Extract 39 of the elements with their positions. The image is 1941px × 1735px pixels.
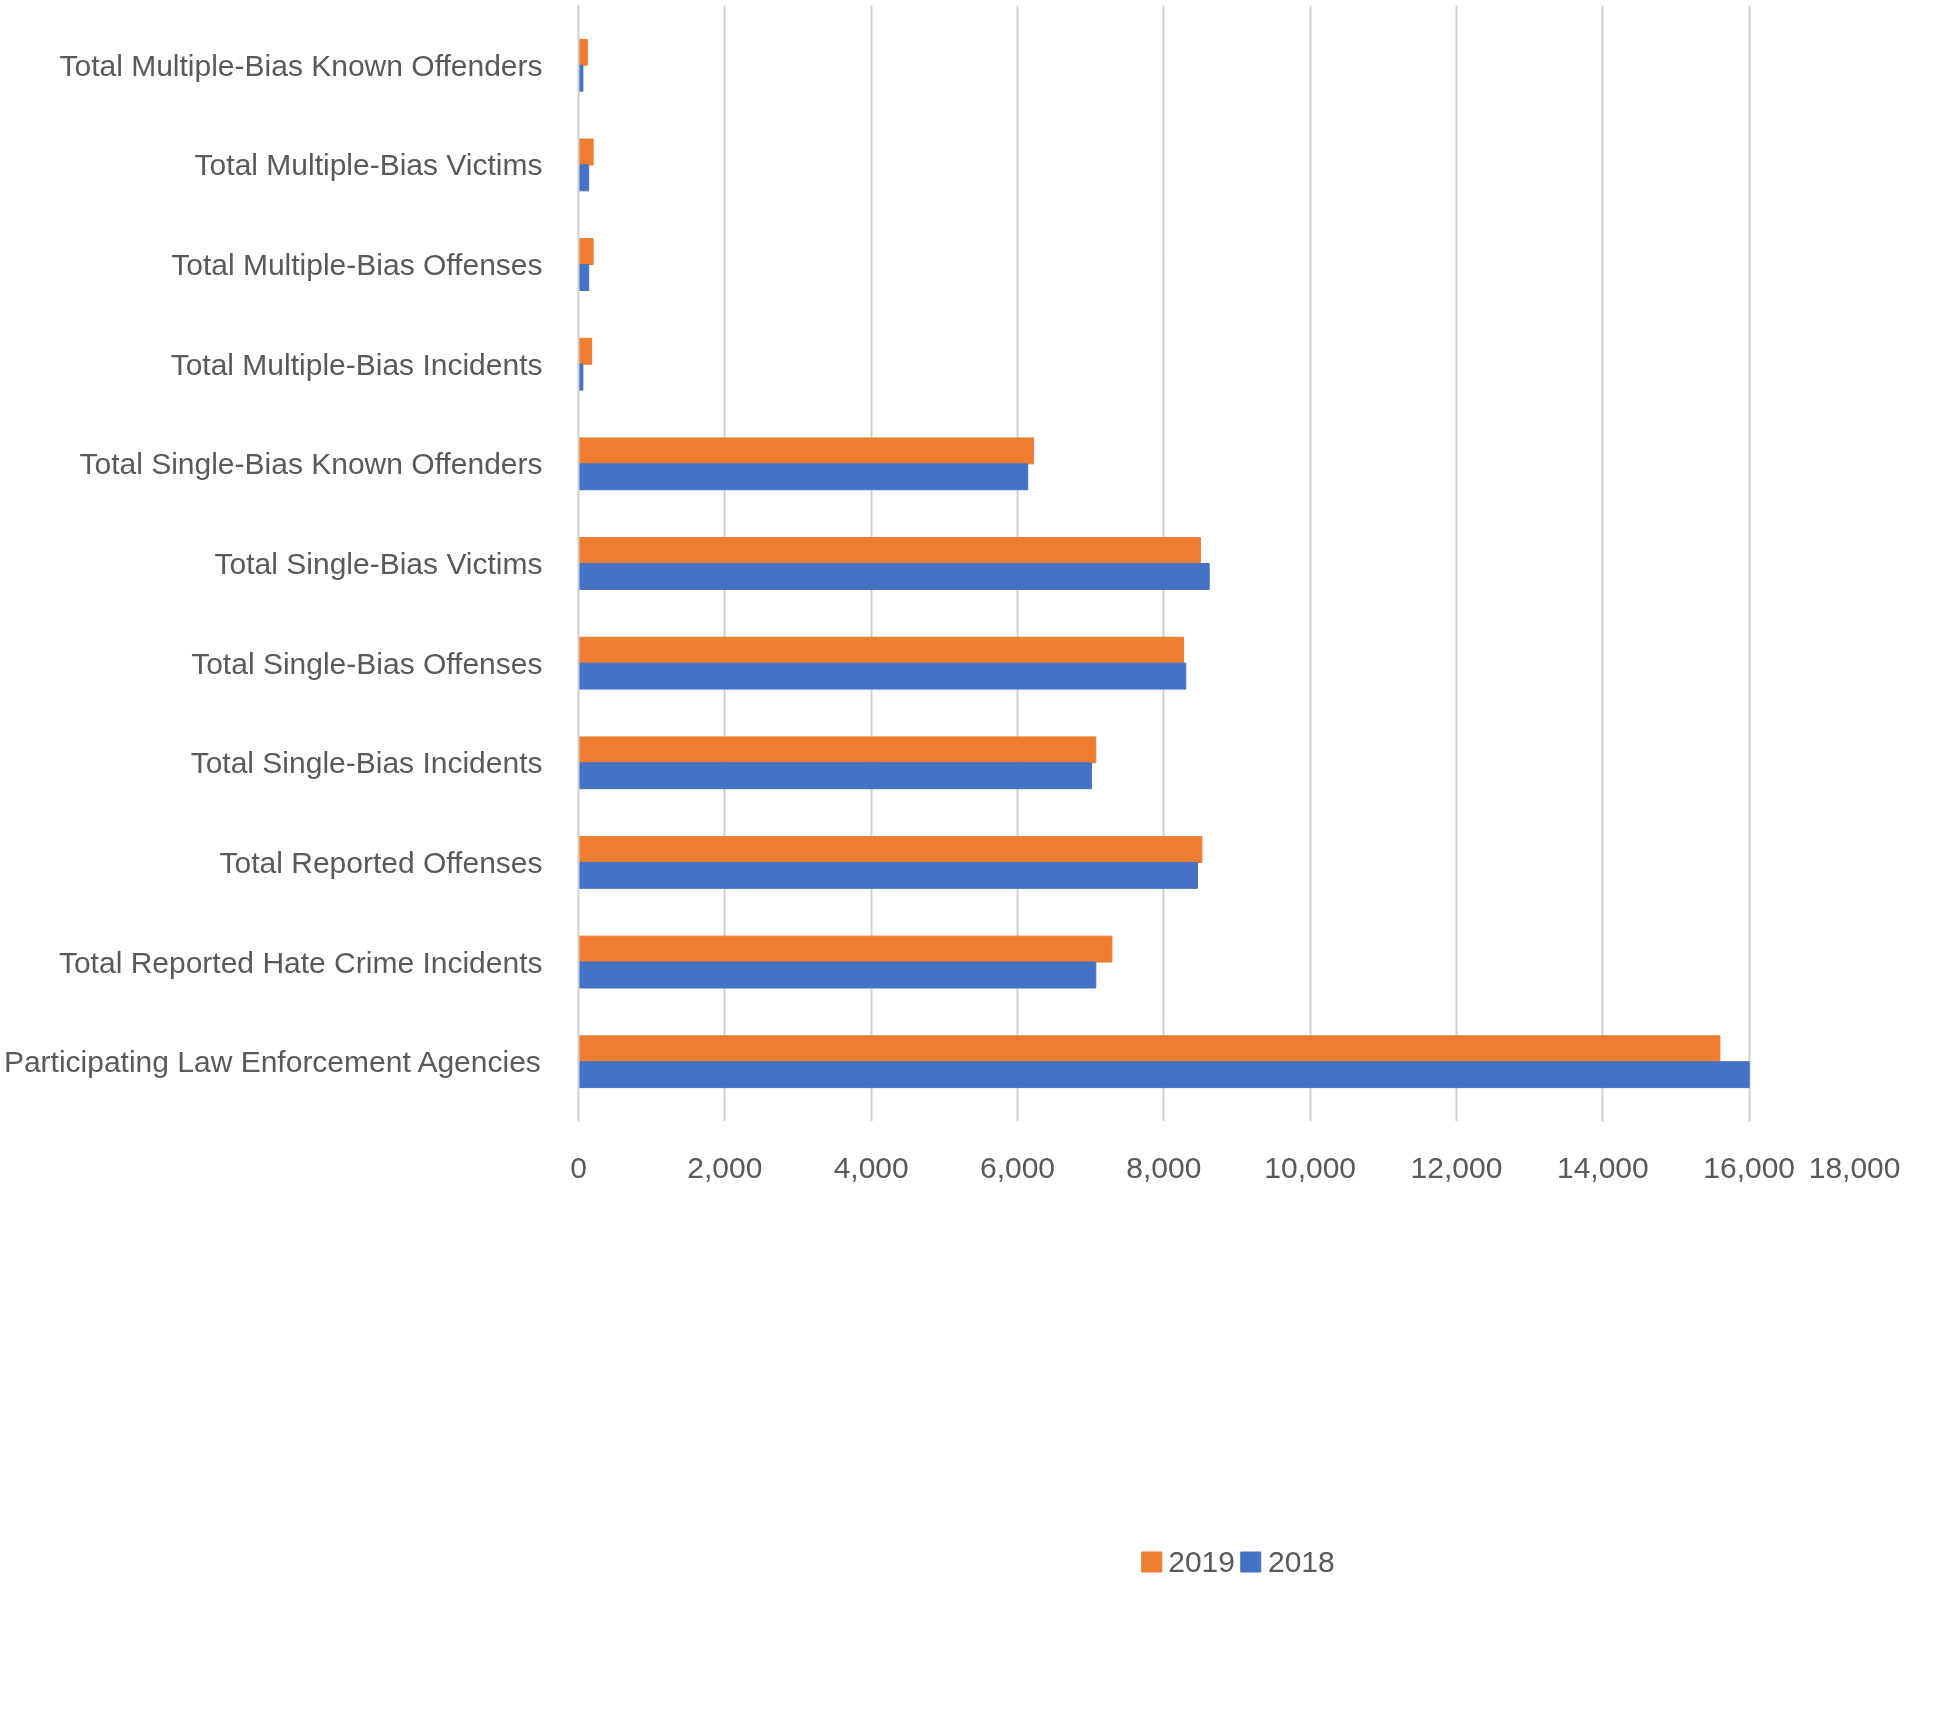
y-tick-label: Total Single-Bias Victims — [214, 547, 543, 580]
legend-label: 2018 — [1268, 1544, 1335, 1579]
y-tick-label: Total Multiple-Bias Offenses — [171, 248, 543, 282]
y-tick-label: Total Single-Bias Incidents — [190, 746, 543, 780]
y-tick-label: Total Single-Bias Known Offenders — [79, 447, 543, 481]
x-tick-label: 16,000 — [1703, 1150, 1796, 1184]
y-tick-label: Total Reported Hate Crime Incidents — [58, 945, 543, 979]
x-tick-label: 4,000 — [833, 1150, 909, 1184]
x-tick-label: 10,000 — [1264, 1150, 1357, 1184]
y-tick-label: Total Reported Offenses — [219, 845, 543, 879]
bar — [578, 736, 1097, 764]
y-tick-label: Total Multiple-Bias Incidents — [170, 347, 543, 381]
bar — [578, 537, 1201, 564]
y-tick-label: Total Multiple-Bias Victims — [194, 148, 543, 182]
y-tick-label: Total Multiple-Bias Known Offenders — [59, 48, 543, 82]
bar — [578, 935, 1113, 963]
legend-label: 2019 — [1168, 1544, 1235, 1579]
bar — [578, 563, 1210, 590]
bar — [578, 138, 594, 166]
x-tick-label: 8,000 — [1126, 1150, 1202, 1184]
bar — [578, 961, 1097, 989]
bar — [578, 861, 1198, 889]
bar — [578, 463, 1029, 491]
x-tick-label: 6,000 — [979, 1150, 1056, 1184]
bar — [578, 437, 1035, 465]
bar — [578, 836, 1203, 863]
x-tick-label: 18,000 — [1808, 1150, 1901, 1184]
x-tick-label: 12,000 — [1410, 1150, 1503, 1184]
y-tick-label: Total Single-Bias Offenses — [191, 646, 543, 680]
x-tick-label: 2,000 — [687, 1150, 763, 1184]
y-tick-label: Participating Law Enforcement Agencies — [3, 1045, 541, 1079]
x-tick-label: 14,000 — [1556, 1150, 1649, 1184]
bar — [578, 1035, 1721, 1063]
bar — [578, 1061, 1750, 1089]
bar — [578, 636, 1185, 664]
bar — [578, 662, 1187, 690]
bar — [578, 238, 594, 266]
bar — [578, 762, 1092, 790]
x-tick-label: 0 — [570, 1150, 587, 1184]
